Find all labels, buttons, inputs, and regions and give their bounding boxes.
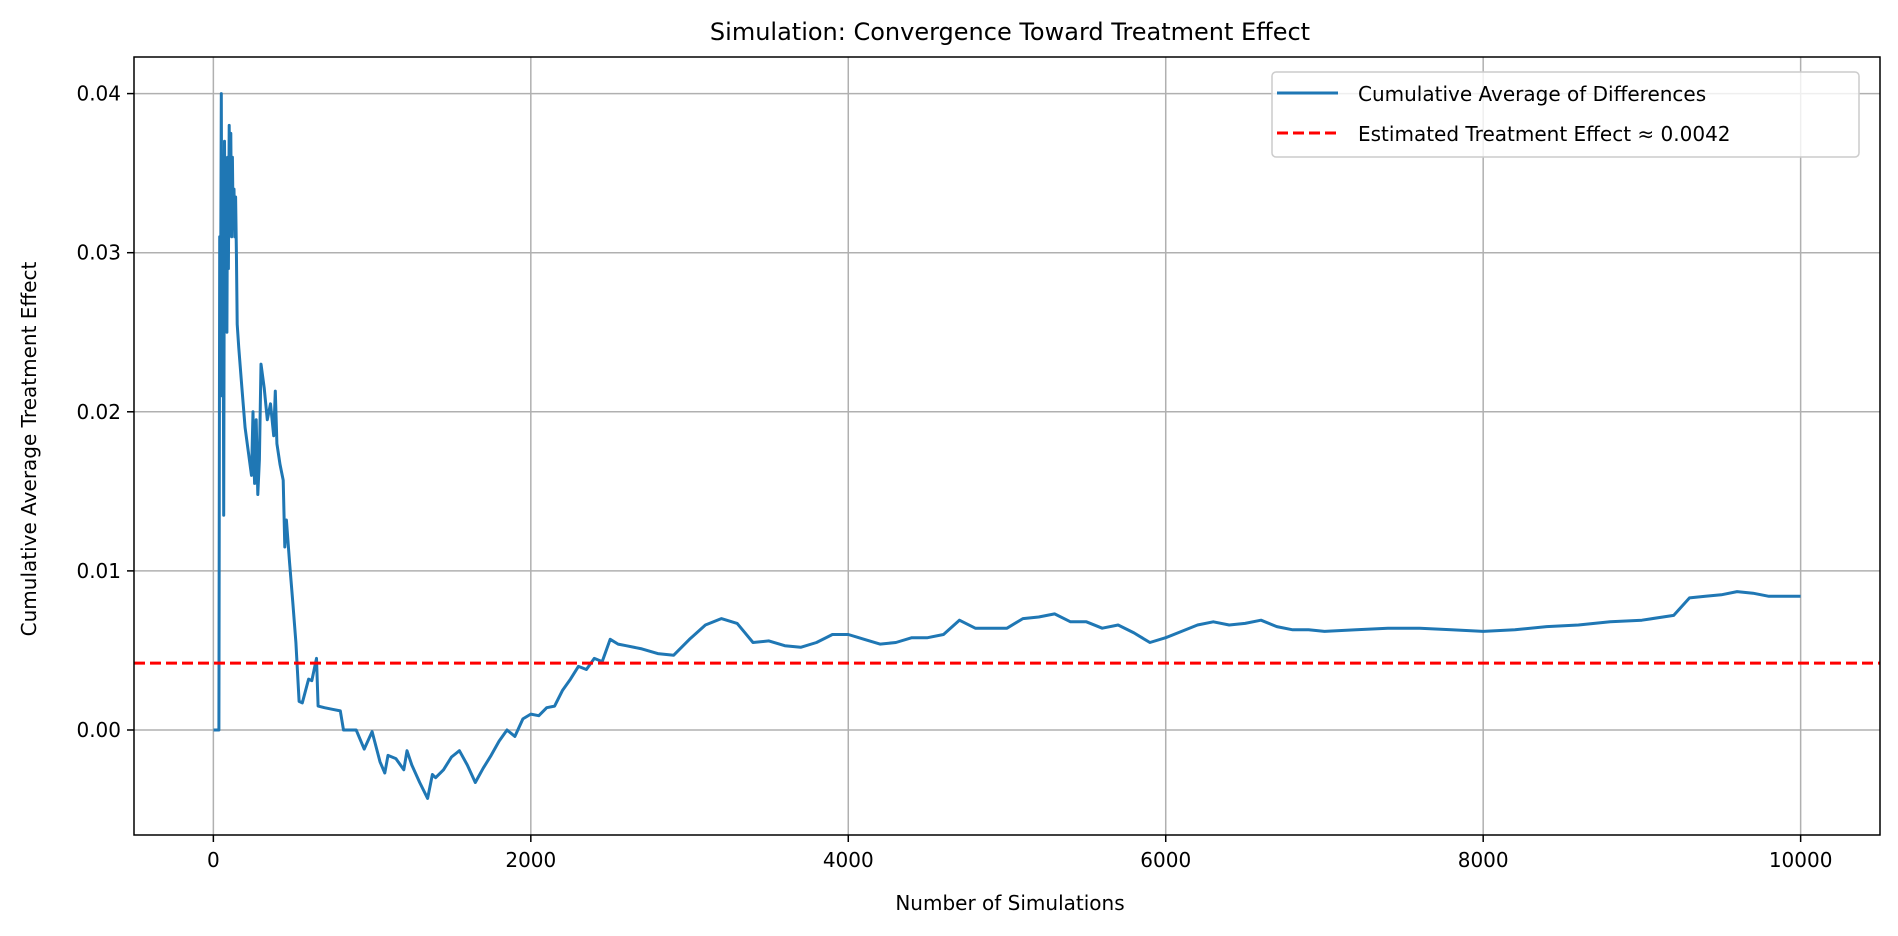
x-tick-label: 2000 — [505, 848, 556, 872]
x-tick-label: 6000 — [1140, 848, 1191, 872]
grid-lines — [134, 57, 1880, 835]
y-tick-label: 0.02 — [76, 400, 121, 424]
legend: Cumulative Average of Differences Estima… — [1271, 71, 1860, 158]
x-tick-label: 10000 — [1769, 848, 1833, 872]
y-tick-label: 0.04 — [76, 82, 121, 106]
y-axis-label: Cumulative Average Treatment Effect — [17, 262, 41, 637]
y-tick-label: 0.00 — [76, 718, 121, 742]
plot-area — [134, 92, 1880, 800]
x-tick-label: 8000 — [1458, 848, 1509, 872]
chart-title: Simulation: Convergence Toward Treatment… — [710, 18, 1310, 46]
x-tick-label: 0 — [207, 848, 220, 872]
legend-label-series-2: Estimated Treatment Effect ≈ 0.0042 — [1358, 122, 1731, 146]
legend-label-series-1: Cumulative Average of Differences — [1358, 82, 1706, 106]
x-axis-label: Number of Simulations — [895, 891, 1124, 915]
y-ticks: 0.00 0.01 0.02 0.03 0.04 — [76, 82, 134, 742]
legend-box — [1271, 71, 1860, 158]
axes-border — [133, 56, 1881, 836]
x-ticks: 0 2000 4000 6000 8000 10000 — [207, 835, 1832, 872]
y-tick-label: 0.03 — [76, 241, 121, 265]
y-tick-label: 0.01 — [76, 559, 121, 583]
x-tick-label: 4000 — [823, 848, 874, 872]
axes-frame — [133, 56, 1881, 836]
series-line-cumulative-average — [213, 92, 1801, 800]
